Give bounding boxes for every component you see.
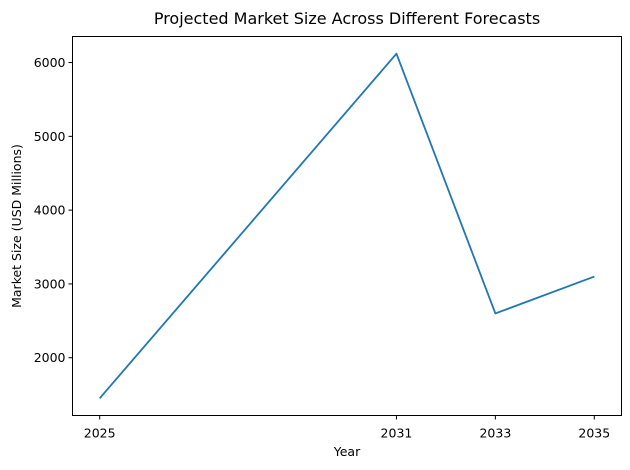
y-tick-label: 6000 (34, 55, 66, 70)
y-tick-label: 2000 (34, 350, 66, 365)
plot-frame (72, 36, 622, 416)
x-tick-label: 2031 (381, 426, 413, 441)
x-tick-label: 2035 (578, 426, 610, 441)
y-axis-label: Market Size (USD Millions) (9, 144, 24, 308)
y-tick-label: 5000 (34, 129, 66, 144)
chart-title: Projected Market Size Across Different F… (154, 9, 540, 28)
x-tick-label: 2033 (479, 426, 511, 441)
x-axis-ticks: 2025 2031 2033 2035 (84, 415, 610, 441)
plot-area (99, 52, 595, 399)
x-tick-label: 2025 (84, 426, 116, 441)
x-axis-label: Year (333, 444, 361, 459)
series-line (99, 52, 595, 399)
y-tick-label: 4000 (34, 203, 66, 218)
y-tick-label: 3000 (34, 276, 66, 291)
y-axis-ticks: 2000 3000 4000 5000 6000 (34, 55, 73, 365)
